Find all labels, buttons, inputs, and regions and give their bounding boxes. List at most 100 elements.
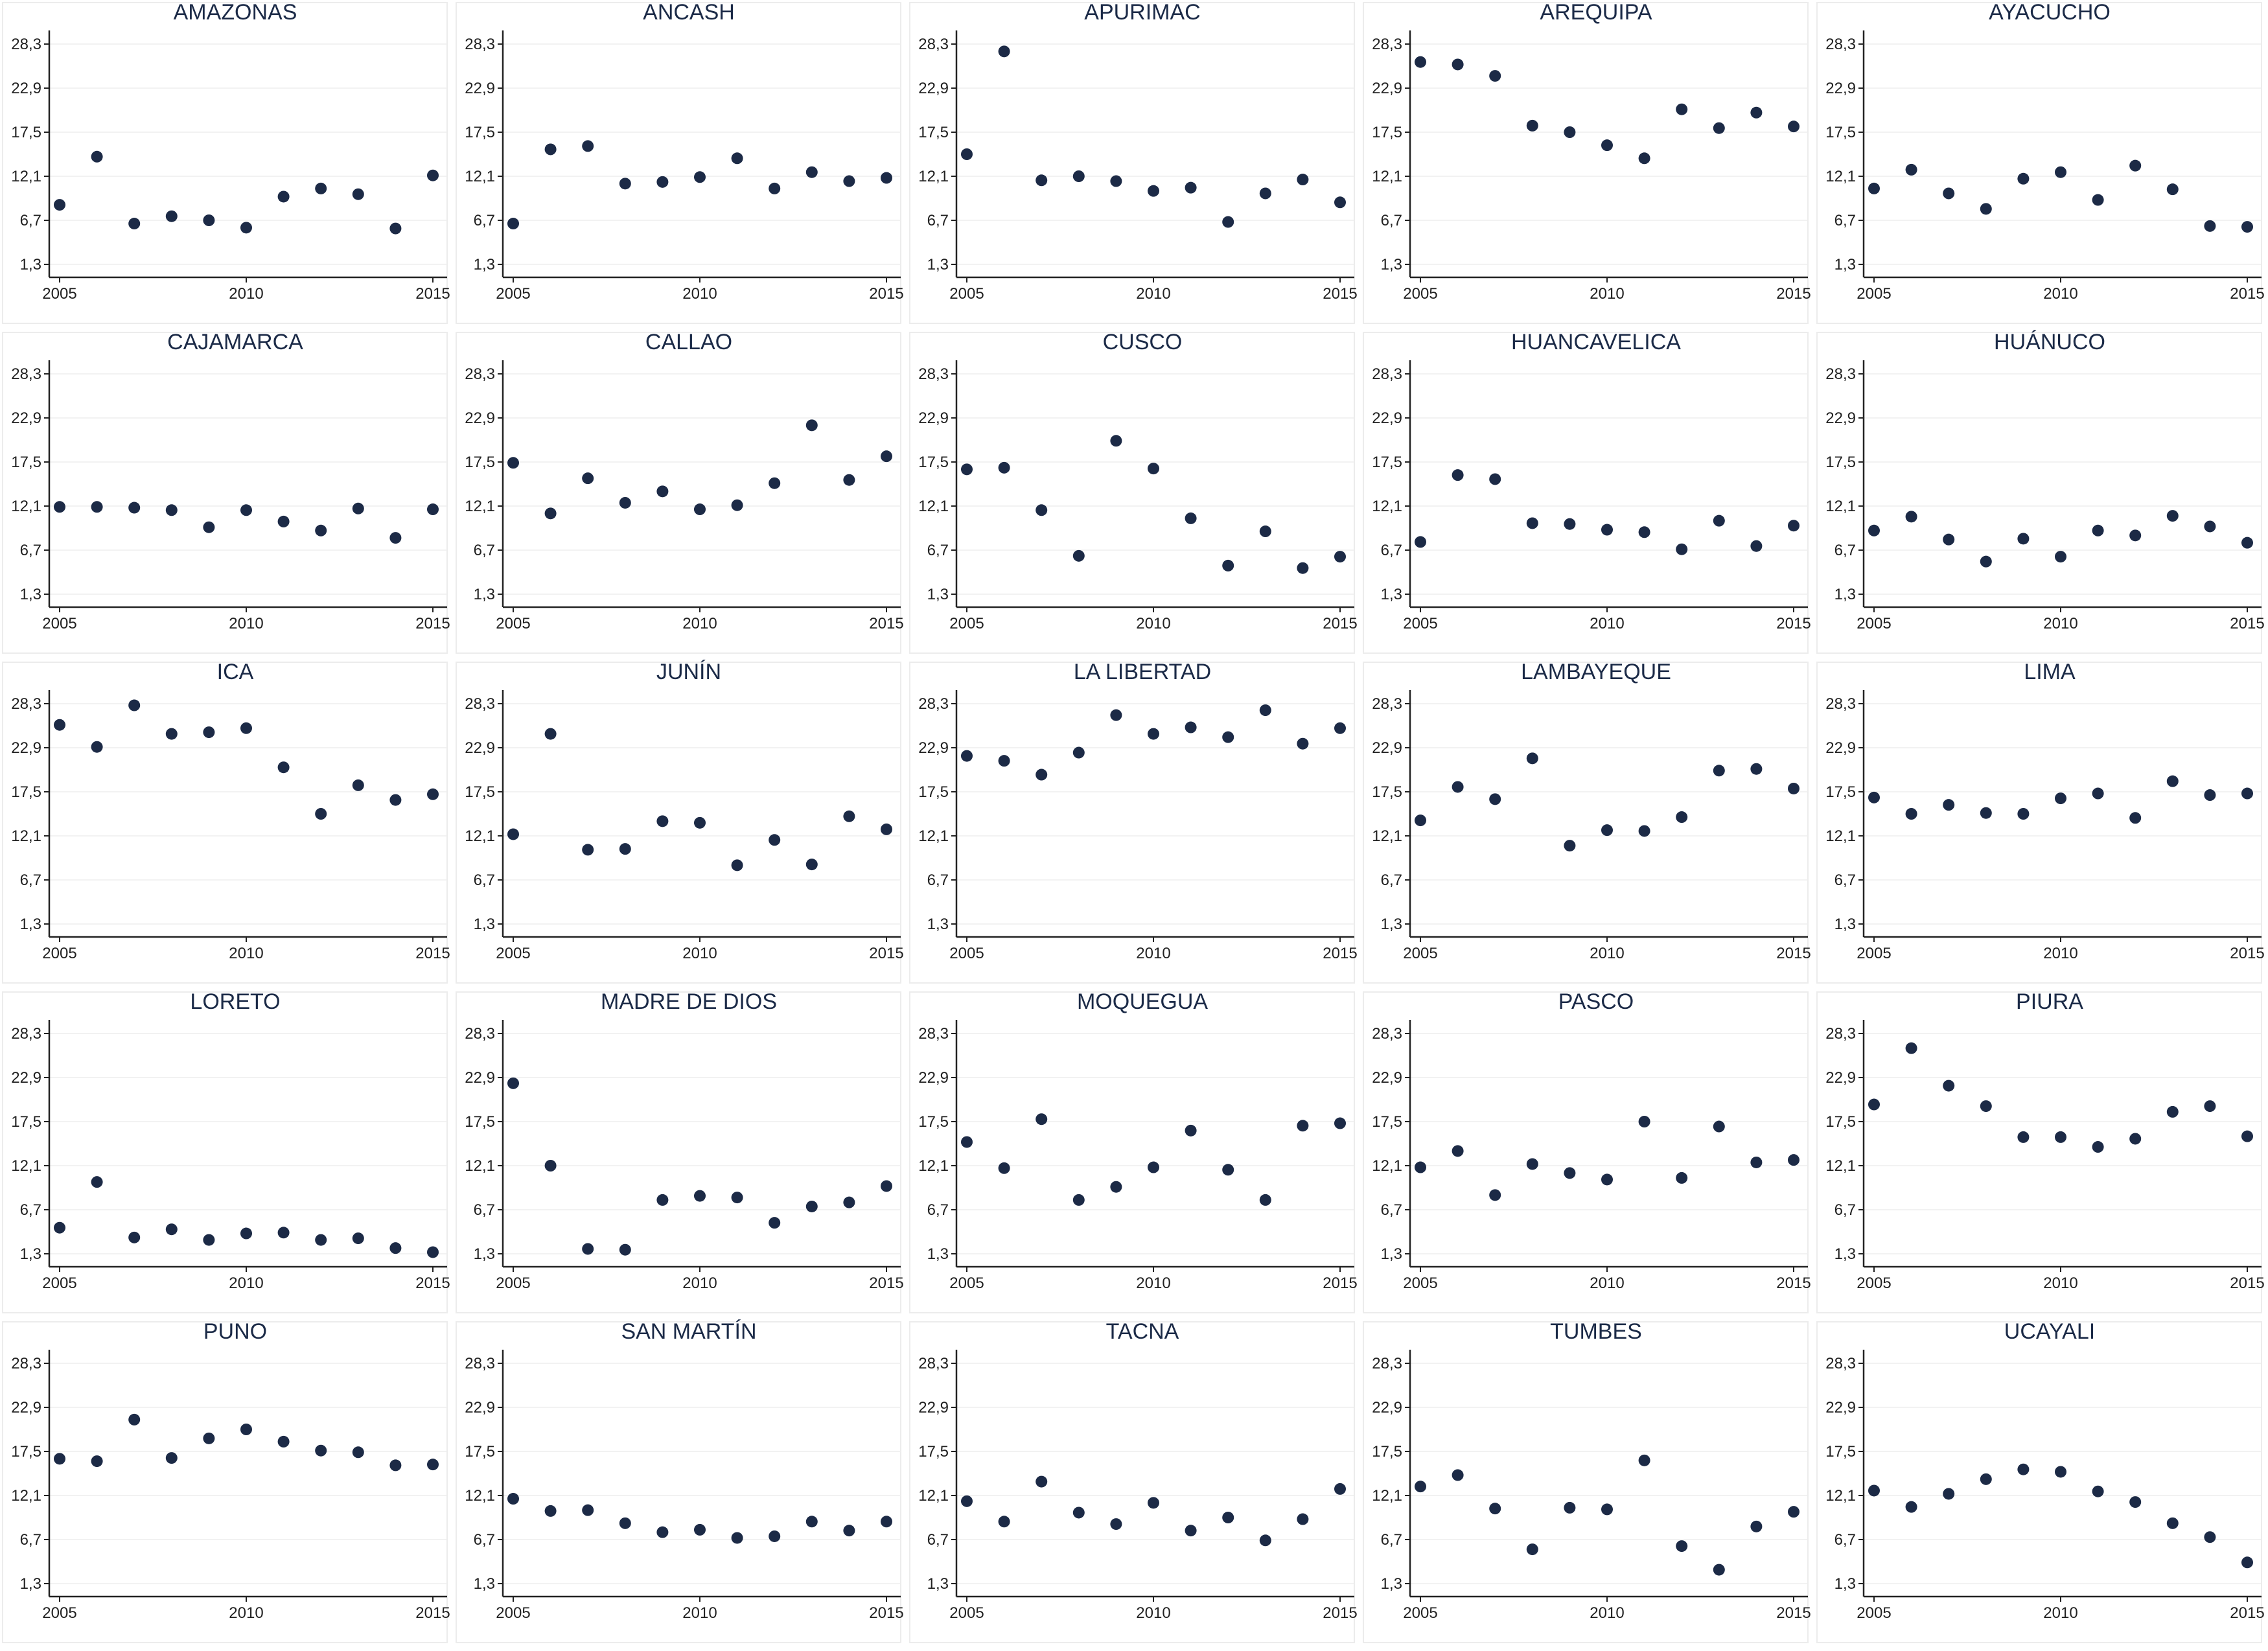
x-tick-label: 2005 — [949, 285, 984, 303]
data-point — [2204, 220, 2216, 232]
data-point — [1259, 1534, 1271, 1547]
data-point — [277, 761, 290, 774]
data-point — [1489, 1503, 1501, 1515]
data-point — [2166, 1105, 2179, 1118]
panel-frame — [1363, 1321, 1809, 1643]
data-point — [961, 1495, 973, 1507]
y-tick-label: 17,5 — [918, 783, 949, 801]
data-point — [352, 779, 364, 791]
data-point — [731, 1532, 743, 1544]
data-point — [91, 1455, 103, 1468]
y-tick-label: 6,7 — [1834, 542, 1856, 559]
y-tick-label: 1,3 — [20, 916, 41, 933]
data-point — [2204, 1531, 2216, 1543]
data-point — [1222, 559, 1234, 572]
y-tick-label: 17,5 — [11, 454, 41, 471]
y-tick-label: 28,3 — [11, 1355, 41, 1372]
data-point — [961, 750, 973, 762]
data-point — [1297, 562, 1309, 574]
y-tick-label: 22,9 — [465, 739, 495, 757]
y-tick-label: 1,3 — [927, 256, 949, 273]
y-tick-label: 12,1 — [465, 1157, 495, 1175]
data-point — [1110, 175, 1122, 187]
x-tick-label: 2005 — [42, 1604, 76, 1622]
panel-title: MOQUEGUA — [1077, 989, 1208, 1014]
x-tick-label: 2015 — [415, 1275, 450, 1292]
y-tick-label: 6,7 — [20, 1201, 41, 1219]
y-tick-label: 1,3 — [20, 1245, 41, 1263]
x-tick-label: 2015 — [2230, 945, 2264, 962]
data-point — [544, 143, 557, 156]
y-tick-label: 6,7 — [1381, 872, 1402, 889]
y-tick-label: 12,1 — [918, 1487, 949, 1505]
data-point — [881, 1516, 892, 1528]
y-tick-label: 17,5 — [11, 124, 41, 141]
y-tick-label: 12,1 — [11, 1487, 41, 1505]
data-point — [1750, 1156, 1763, 1168]
y-tick-label: 28,3 — [1825, 36, 1856, 53]
data-point — [1036, 768, 1048, 781]
x-tick-label: 2005 — [496, 285, 530, 303]
data-point — [91, 1176, 103, 1188]
chart-panel: CAJAMARCA 1,3 6,7 12,1 17,5 22,9 28,3 2005 2010 2… — [2, 330, 450, 654]
x-tick-label: 2005 — [1857, 285, 1891, 303]
y-tick-label: 12,1 — [1825, 498, 1856, 515]
y-tick-label: 17,5 — [918, 124, 949, 141]
x-tick-label: 2015 — [1323, 285, 1357, 303]
x-tick-label: 2005 — [496, 1275, 530, 1292]
y-tick-label: 17,5 — [1372, 1113, 1402, 1131]
y-tick-label: 6,7 — [927, 542, 949, 559]
data-point — [1601, 524, 1613, 536]
y-tick-label: 28,3 — [1372, 1355, 1402, 1372]
data-point — [2092, 194, 2104, 206]
data-point — [91, 501, 103, 513]
chart-panel: UCAYALI 1,3 6,7 12,1 17,5 22,9 28,3 2005 2010 201… — [1816, 1319, 2265, 1643]
data-point — [1868, 1098, 1880, 1111]
data-point — [1750, 540, 1763, 552]
y-tick-label: 28,3 — [465, 36, 495, 53]
y-tick-label: 1,3 — [927, 1575, 949, 1593]
data-point — [1110, 1518, 1122, 1530]
y-tick-label: 28,3 — [1372, 36, 1402, 53]
x-tick-label: 2005 — [1403, 285, 1437, 303]
data-point — [2055, 1131, 2066, 1143]
x-tick-label: 2010 — [1136, 285, 1170, 303]
data-point — [2204, 789, 2216, 802]
data-point — [2166, 183, 2179, 196]
data-point — [1676, 1172, 1688, 1184]
x-tick-label: 2005 — [1857, 1604, 1891, 1622]
data-point — [507, 218, 519, 230]
data-point — [2129, 529, 2142, 542]
y-tick-label: 22,9 — [465, 80, 495, 97]
chart-panel: HUÁNUCO 1,3 6,7 12,1 17,5 22,9 28,3 2005 2010 201… — [1816, 330, 2265, 654]
panel-frame — [909, 662, 1355, 984]
panel-title: AREQUIPA — [1540, 0, 1652, 25]
data-point — [544, 507, 557, 520]
y-tick-label: 1,3 — [1381, 586, 1402, 603]
data-point — [1526, 517, 1538, 529]
data-point — [1072, 746, 1085, 759]
y-tick-label: 22,9 — [1372, 80, 1402, 97]
data-point — [1905, 1501, 1917, 1513]
data-point — [544, 1505, 557, 1517]
chart-panel: JUNÍN 1,3 6,7 12,1 17,5 22,9 28,3 2005 2010 2015 — [456, 660, 904, 984]
panel-title: PASCO — [1558, 989, 1634, 1014]
data-point — [2241, 221, 2253, 233]
y-tick-label: 1,3 — [1381, 916, 1402, 933]
data-point — [1072, 1194, 1085, 1206]
panel-title: PUNO — [203, 1319, 267, 1344]
y-tick-label: 17,5 — [1372, 454, 1402, 471]
y-tick-label: 28,3 — [11, 695, 41, 713]
data-point — [582, 1504, 594, 1516]
data-point — [1452, 469, 1464, 481]
x-tick-label: 2005 — [496, 945, 530, 962]
data-point — [128, 1231, 141, 1243]
panel-frame — [1816, 2, 2262, 324]
data-point — [315, 524, 327, 537]
data-point — [998, 45, 1010, 58]
x-tick-label: 2010 — [682, 285, 717, 303]
data-point — [315, 182, 327, 194]
y-tick-label: 28,3 — [465, 1355, 495, 1372]
y-tick-label: 28,3 — [1825, 1025, 1856, 1043]
data-point — [277, 515, 290, 527]
